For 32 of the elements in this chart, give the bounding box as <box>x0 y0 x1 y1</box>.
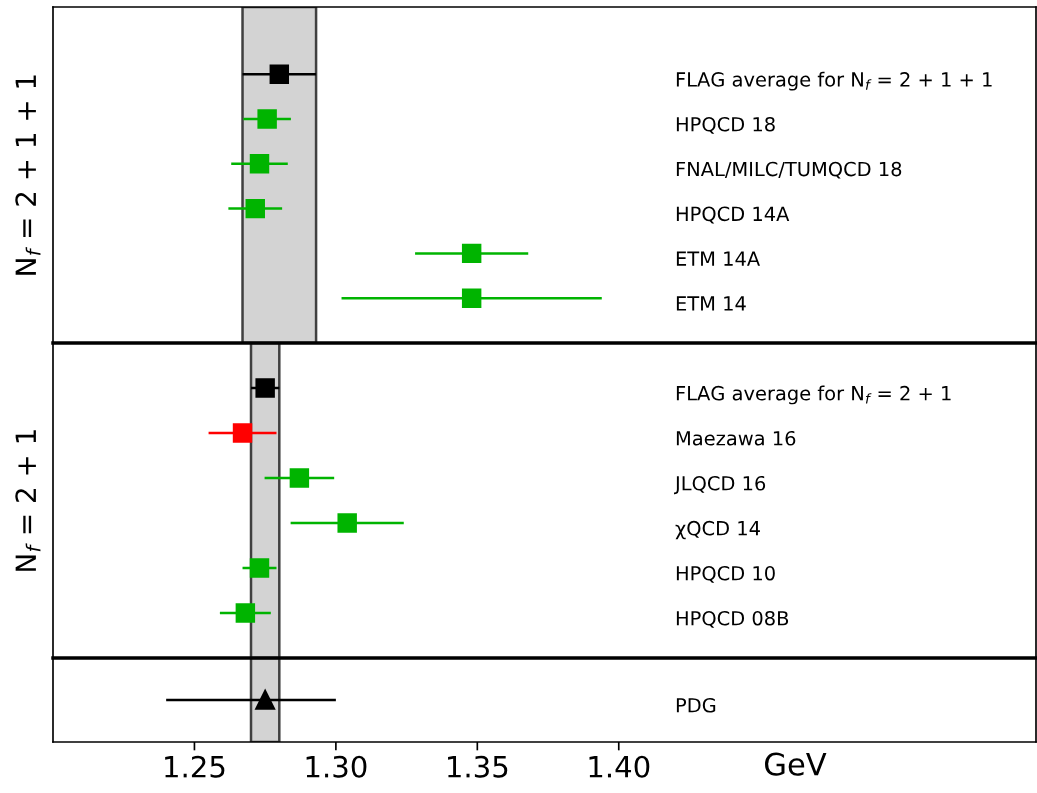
point <box>249 558 270 578</box>
category-label: Maezawa 16 <box>676 430 796 446</box>
category-label: χQCD 14 <box>675 520 760 540</box>
category-label: HPQCD 14A <box>676 206 790 224</box>
category-label: FLAG average for N$_{f}$ = 2 + 1 + 1 <box>676 71 992 91</box>
y-axis-title: N$_{f}$ = 2 + 1 <box>15 430 41 571</box>
point <box>289 468 310 488</box>
point <box>269 64 290 84</box>
x-axis-title: GeV <box>765 752 827 776</box>
point <box>235 603 256 623</box>
point <box>461 243 482 264</box>
category-label: JLQCD 16 <box>673 475 766 495</box>
category-label: FLAG average for N$_{f}$ = 2 + 1 <box>676 385 951 405</box>
category-label: HPQCD 10 <box>676 565 775 583</box>
y-axis-title: N$_{f}$ = 2 + 1 + 1 <box>15 75 41 275</box>
point <box>337 513 357 533</box>
x-tick-label: 1.25 <box>165 755 225 778</box>
point <box>245 198 265 219</box>
x-tick-label: 1.30 <box>306 755 367 778</box>
x-tick-label: 1.35 <box>448 755 508 778</box>
x-tick-label: 1.40 <box>589 755 650 778</box>
category-label: PDG <box>676 697 716 713</box>
category-label: ETM 14A <box>676 251 760 266</box>
point <box>461 288 482 308</box>
category-label: HPQCD 18 <box>676 116 775 134</box>
point <box>257 109 277 129</box>
point <box>255 378 275 398</box>
point <box>232 423 253 443</box>
category-label: ETM 14 <box>676 296 746 311</box>
category-label: HPQCD 08B <box>676 610 789 628</box>
point <box>249 154 270 174</box>
category-label: FNAL/MILC/TUMQCD 18 <box>676 161 902 179</box>
